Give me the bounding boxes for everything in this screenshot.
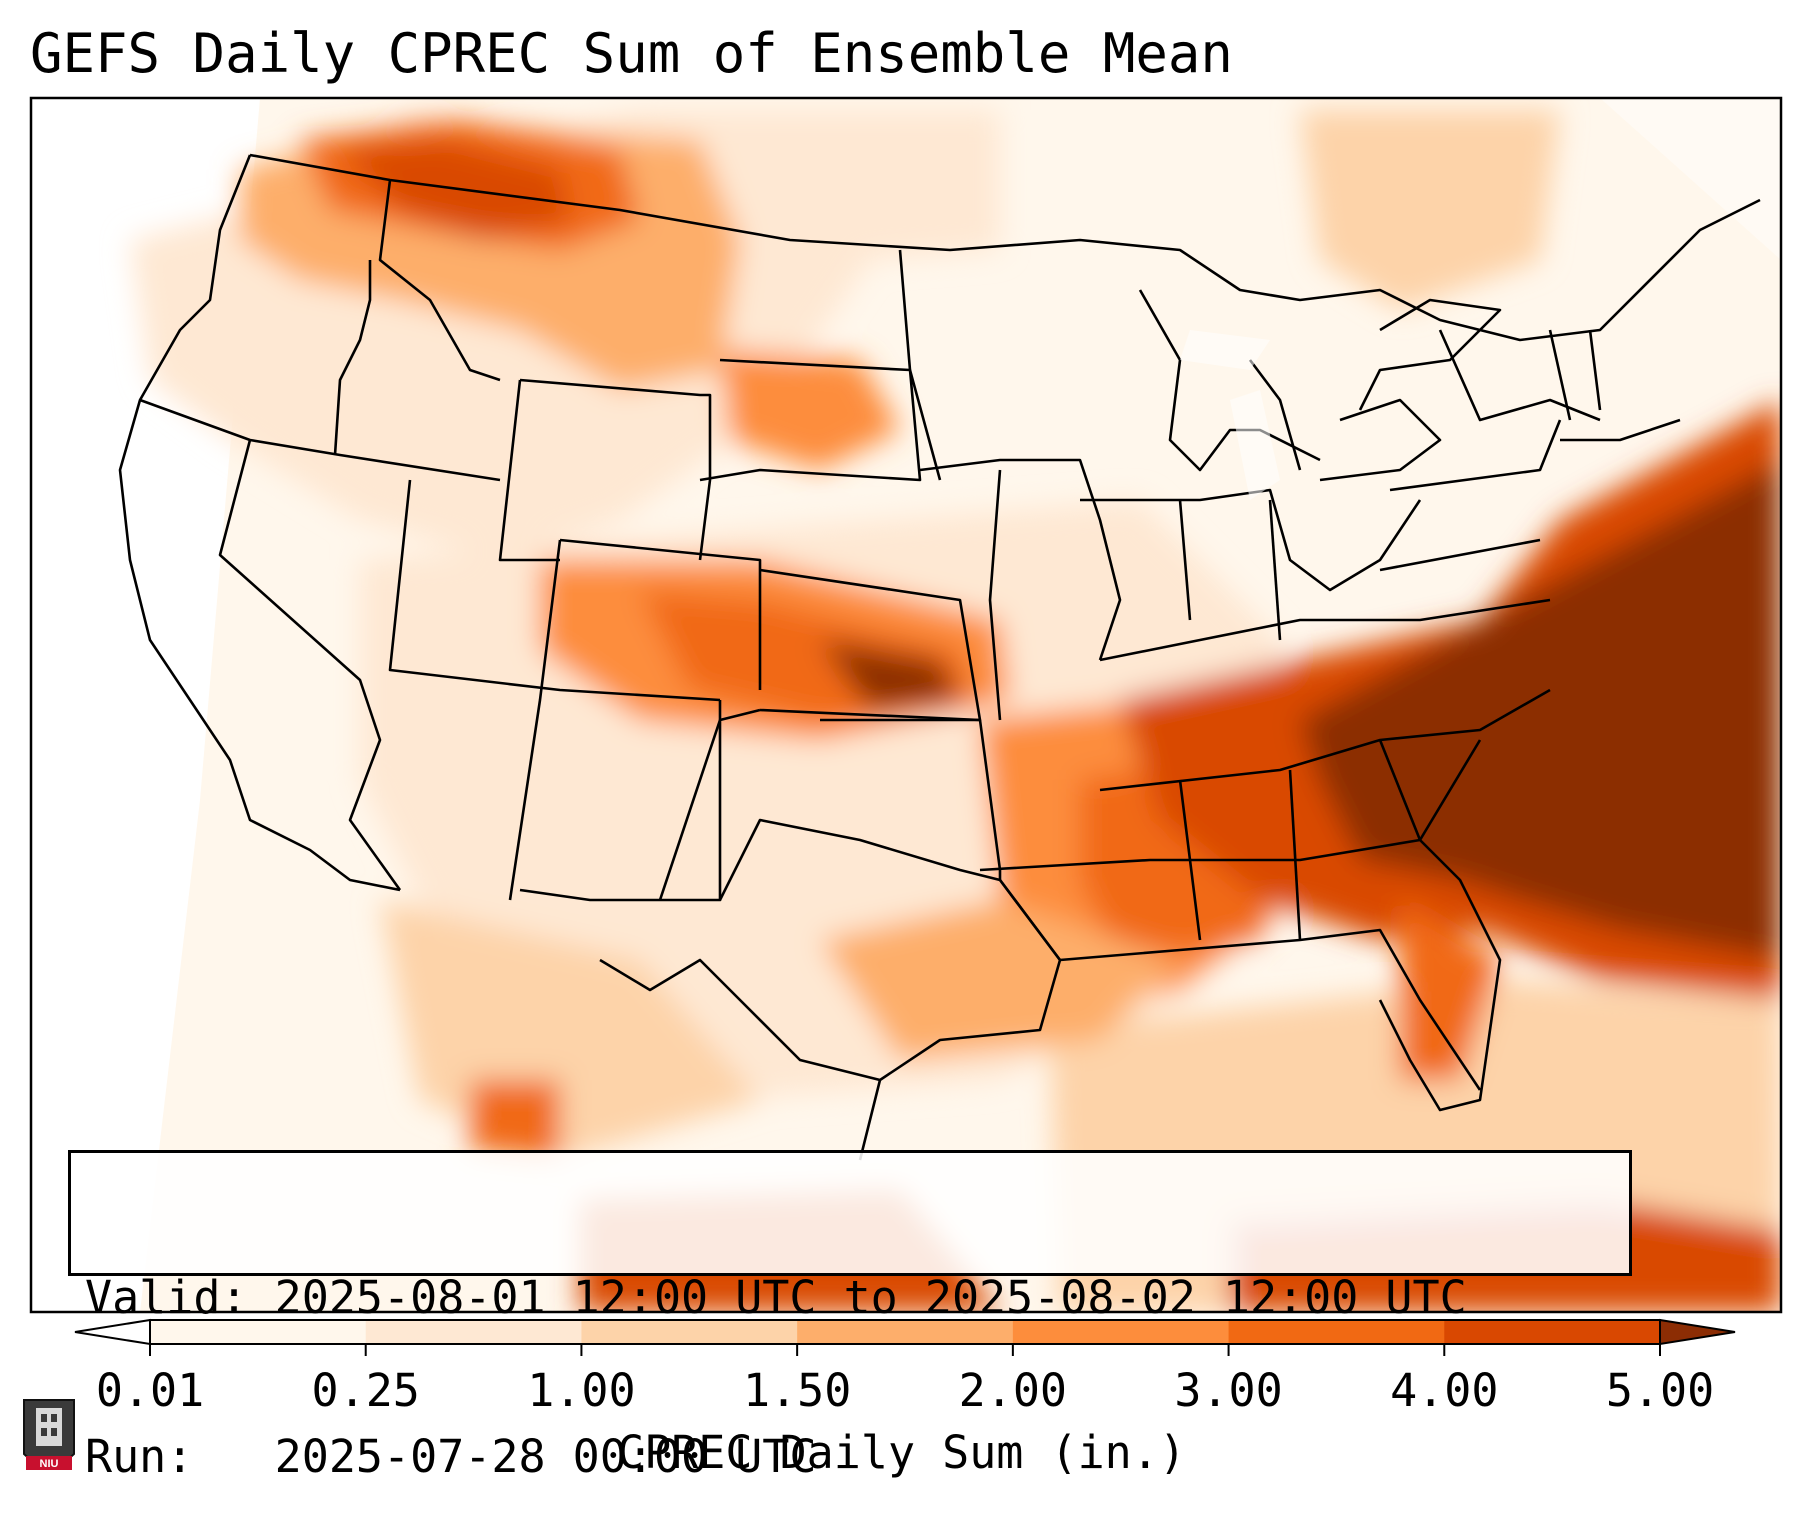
colorbar-extend-high	[1659, 1318, 1736, 1346]
colorbar-tick-label: 3.00	[1174, 1364, 1283, 1417]
colorbar-segment	[797, 1320, 1014, 1344]
map-title: GEFS Daily CPREC Sum of Ensemble Mean	[30, 22, 1233, 85]
precip-field	[31, 98, 1781, 1312]
colorbar-segment	[365, 1320, 582, 1344]
colorbar-tick-label: 0.01	[95, 1364, 205, 1417]
colorbar	[74, 1318, 1736, 1356]
colorbar-segment	[1444, 1320, 1661, 1344]
logo-text: NIU	[40, 1458, 59, 1470]
precip-map	[29, 96, 1783, 1314]
colorbar-tick-label: 1.00	[527, 1364, 636, 1417]
valid-time-line: Valid: 2025-08-01 12:00 UTC to 2025-08-0…	[85, 1271, 1467, 1324]
colorbar-tick-label: 5.00	[1605, 1364, 1715, 1417]
colorbar-segments	[74, 1318, 1736, 1346]
run-time-line: Run: 2025-07-28 00:00 UTC	[85, 1430, 817, 1483]
map-frame	[29, 96, 1783, 1314]
colorbar-segment	[1228, 1320, 1445, 1344]
water-bodies	[1180, 330, 1280, 500]
colorbar-segment	[150, 1320, 367, 1344]
valid-run-info-box: Valid: 2025-08-01 12:00 UTC to 2025-08-0…	[68, 1150, 1632, 1483]
colorbar-tick-label: 0.25	[311, 1364, 420, 1417]
colorbar-ticks	[149, 1344, 1661, 1356]
colorbar-tick-label: 1.50	[742, 1364, 852, 1417]
colorbar-tick-label: 4.00	[1390, 1364, 1499, 1417]
niu-tower-shield-icon: NIU	[23, 1399, 75, 1470]
colorbar-extend-low	[74, 1318, 151, 1346]
colorbar-outline	[149, 1319, 1661, 1345]
colorbar-tick-label: 2.00	[958, 1364, 1068, 1417]
colorbar-label: CPREC Daily Sum (in.)	[617, 1426, 1186, 1479]
state-boundaries	[118, 153, 1761, 1161]
colorbar-segment	[1012, 1320, 1230, 1344]
colorbar-segment	[581, 1320, 798, 1344]
